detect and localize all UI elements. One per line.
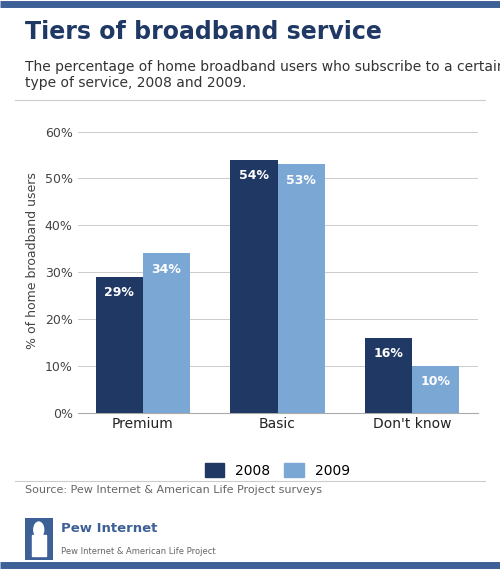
Text: 53%: 53%: [286, 174, 316, 187]
Circle shape: [34, 522, 43, 537]
Bar: [32, 535, 46, 556]
Text: The percentage of home broadband users who subscribe to a certain
type of servic: The percentage of home broadband users w…: [25, 60, 500, 90]
Legend: 2008, 2009: 2008, 2009: [200, 459, 354, 482]
Bar: [230, 160, 278, 413]
Bar: [278, 164, 324, 413]
Y-axis label: % of home broadband users: % of home broadband users: [26, 172, 39, 349]
Bar: [365, 337, 412, 413]
Text: 16%: 16%: [374, 347, 404, 360]
Text: Source: Pew Internet & American Life Project surveys: Source: Pew Internet & American Life Pro…: [25, 485, 322, 495]
Text: Pew Internet: Pew Internet: [61, 522, 158, 534]
Text: 29%: 29%: [104, 286, 134, 299]
Text: Tiers of broadband service: Tiers of broadband service: [25, 20, 382, 44]
Text: 10%: 10%: [420, 375, 450, 388]
Bar: [143, 253, 190, 413]
Bar: [412, 366, 460, 413]
Text: 34%: 34%: [152, 263, 182, 275]
Bar: [96, 277, 143, 413]
Text: Pew Internet & American Life Project: Pew Internet & American Life Project: [61, 547, 216, 556]
Text: 54%: 54%: [239, 169, 269, 182]
